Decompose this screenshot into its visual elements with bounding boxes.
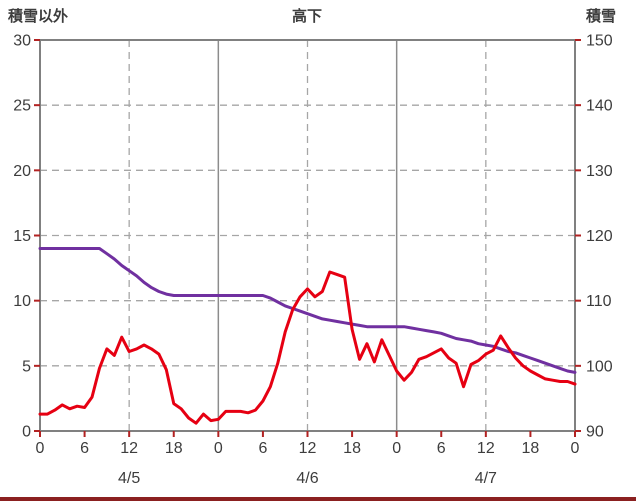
left-axis-tick-label: 5 <box>22 358 31 375</box>
left-axis-tick-label: 20 <box>13 163 31 180</box>
right-axis-tick-label: 110 <box>586 293 612 310</box>
left-axis-tick-label: 10 <box>13 293 31 310</box>
x-axis-tick-label: 0 <box>36 440 45 457</box>
day-label: 4/5 <box>118 470 140 487</box>
x-axis-tick-label: 0 <box>392 440 401 457</box>
station-title: 高下 <box>292 7 322 25</box>
x-axis-tick-label: 6 <box>80 440 89 457</box>
left-axis-tick-label: 30 <box>13 33 31 50</box>
x-axis-tick-label: 12 <box>477 440 495 457</box>
left-axis-title: 積雪以外 <box>7 7 68 25</box>
day-label: 4/6 <box>296 470 318 487</box>
x-axis-tick-label: 6 <box>437 440 446 457</box>
right-axis-title: 積雪 <box>585 7 616 25</box>
day-label: 4/7 <box>475 470 497 487</box>
right-axis-tick-label: 140 <box>586 98 613 115</box>
bottom-accent-bar <box>0 497 636 501</box>
x-axis-tick-label: 0 <box>571 440 580 457</box>
x-axis-tick-label: 0 <box>214 440 223 457</box>
series-line-snow-depth <box>38 247 577 374</box>
series-line-non-snow <box>38 270 577 425</box>
right-axis-tick-label: 150 <box>586 33 613 50</box>
right-axis-tick-label: 120 <box>586 228 613 245</box>
left-axis-tick-label: 0 <box>22 424 31 441</box>
right-axis-tick-label: 90 <box>586 424 604 441</box>
right-axis-tick-label: 130 <box>586 163 613 180</box>
x-axis-tick-label: 12 <box>120 440 138 457</box>
x-axis-tick-label: 12 <box>299 440 317 457</box>
x-axis-tick-label: 18 <box>522 440 540 457</box>
right-axis-tick-label: 100 <box>586 358 613 375</box>
left-axis-tick-label: 25 <box>13 98 31 115</box>
x-axis-tick-label: 6 <box>258 440 267 457</box>
left-axis-tick-label: 15 <box>13 228 31 245</box>
x-axis-tick-label: 18 <box>343 440 361 457</box>
x-axis-tick-label: 18 <box>165 440 183 457</box>
